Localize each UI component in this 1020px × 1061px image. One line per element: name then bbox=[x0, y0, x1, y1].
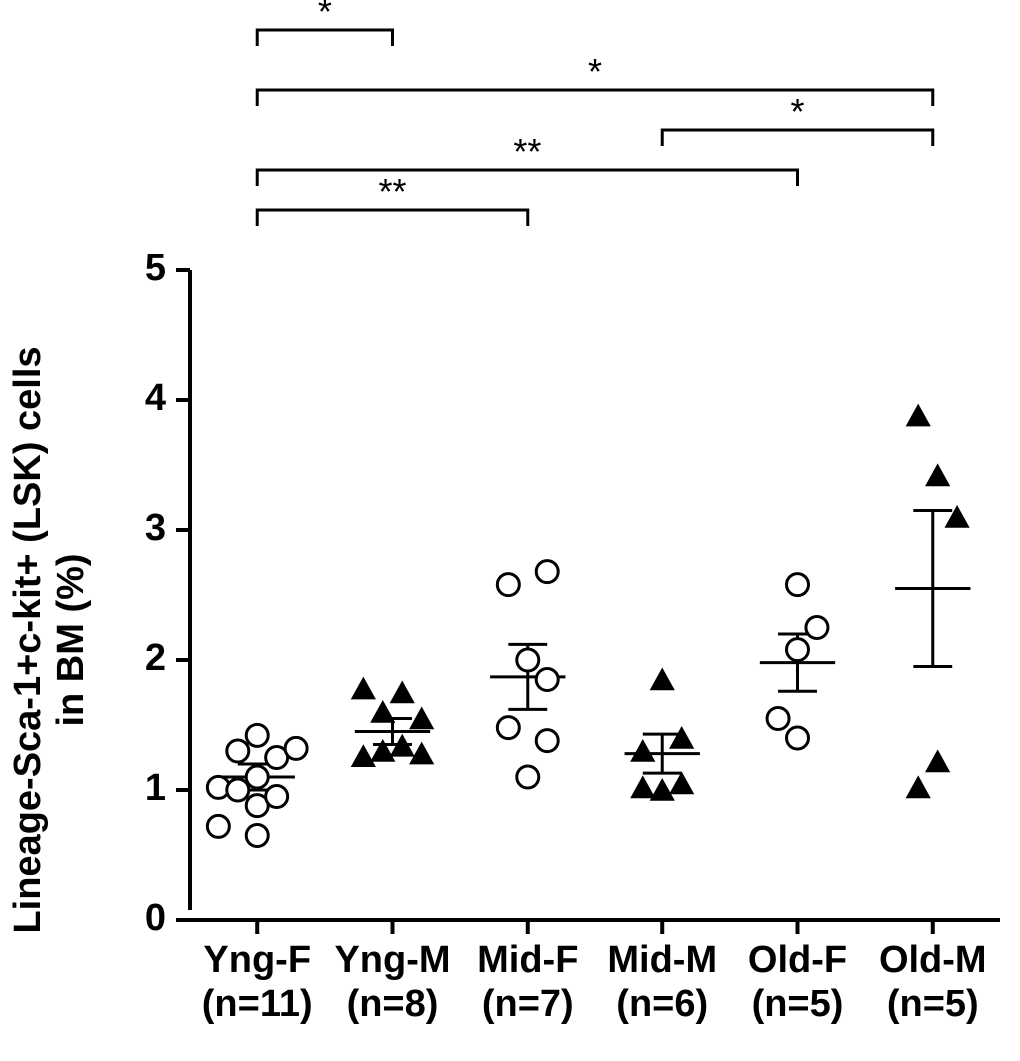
y-tick-label: 5 bbox=[145, 247, 166, 289]
x-category-n: (n=5) bbox=[752, 983, 844, 1025]
significance-label: ** bbox=[378, 171, 406, 212]
open-circle-marker bbox=[787, 727, 809, 749]
open-circle-marker bbox=[536, 561, 558, 583]
x-category-label: Yng-F bbox=[203, 939, 311, 981]
significance-label: * bbox=[790, 91, 804, 132]
open-circle-marker bbox=[227, 740, 249, 762]
open-circle-marker bbox=[246, 825, 268, 847]
x-category-n: (n=7) bbox=[482, 983, 574, 1025]
x-category-label: Mid-F bbox=[477, 939, 578, 981]
filled-triangle-marker bbox=[669, 726, 694, 749]
filled-triangle-marker bbox=[650, 668, 675, 691]
open-circle-marker bbox=[227, 779, 249, 801]
significance-label: * bbox=[318, 0, 332, 32]
significance-label: * bbox=[588, 51, 602, 92]
open-circle-marker bbox=[536, 730, 558, 752]
filled-triangle-marker bbox=[906, 404, 931, 427]
x-category-label: Old-M bbox=[879, 939, 987, 981]
open-circle-marker bbox=[266, 786, 288, 808]
filled-triangle-marker bbox=[351, 677, 376, 700]
chart-svg: 0 1 2 3 4 5 Yng-F(n=11) Yng-M(n=8) Mid-F(n=7) Mid… bbox=[0, 0, 1020, 1061]
x-category-n: (n=5) bbox=[887, 983, 979, 1025]
filled-triangle-marker bbox=[630, 775, 655, 798]
open-circle-marker bbox=[806, 617, 828, 639]
filled-triangle-marker bbox=[409, 742, 434, 765]
y-axis-title-holder: Lineage-Sca-1+c-kit+ (LSK) cells in BM (… bbox=[0, 0, 100, 1061]
open-circle-marker bbox=[787, 574, 809, 596]
open-circle-marker bbox=[517, 649, 539, 671]
filled-triangle-marker bbox=[409, 707, 434, 730]
open-circle-marker bbox=[787, 639, 809, 661]
open-circle-marker bbox=[517, 766, 539, 788]
x-category-label: Old-F bbox=[748, 939, 847, 981]
x-category-n: (n=6) bbox=[616, 983, 708, 1025]
open-circle-marker bbox=[497, 717, 519, 739]
y-tick-label: 1 bbox=[145, 767, 166, 809]
y-tick-label: 3 bbox=[145, 507, 166, 549]
y-axis-title-line1: Lineage-Sca-1+c-kit+ (LSK) cells bbox=[7, 346, 49, 933]
y-tick-label: 0 bbox=[145, 897, 166, 939]
filled-triangle-marker bbox=[351, 744, 376, 767]
filled-triangle-marker bbox=[370, 700, 395, 723]
filled-triangle-marker bbox=[650, 778, 675, 801]
filled-triangle-marker bbox=[925, 749, 950, 772]
open-circle-marker bbox=[497, 574, 519, 596]
significance-bracket bbox=[257, 90, 933, 106]
filled-triangle-marker bbox=[906, 775, 931, 798]
filled-triangle-marker bbox=[630, 739, 655, 762]
significance-bracket bbox=[257, 30, 392, 46]
y-axis-title-line2: in BM (%) bbox=[50, 553, 92, 726]
filled-triangle-marker bbox=[944, 505, 969, 528]
filled-triangle-marker bbox=[669, 772, 694, 795]
y-tick-label: 4 bbox=[145, 377, 166, 419]
open-circle-marker bbox=[246, 766, 268, 788]
x-category-label: Mid-M bbox=[607, 939, 717, 981]
open-circle-marker bbox=[536, 669, 558, 691]
x-category-label: Yng-M bbox=[334, 939, 450, 981]
filled-triangle-marker bbox=[925, 463, 950, 486]
lsk-scatter-figure: Lineage-Sca-1+c-kit+ (LSK) cells in BM (… bbox=[0, 0, 1020, 1061]
y-tick-label: 2 bbox=[145, 637, 166, 679]
significance-bracket bbox=[257, 170, 797, 186]
significance-label: ** bbox=[513, 131, 541, 172]
x-category-n: (n=8) bbox=[347, 983, 439, 1025]
y-axis-title: Lineage-Sca-1+c-kit+ (LSK) cells in BM (… bbox=[7, 346, 93, 933]
filled-triangle-marker bbox=[390, 681, 415, 704]
significance-bracket bbox=[662, 130, 933, 146]
x-category-n: (n=11) bbox=[202, 983, 313, 1025]
open-circle-marker bbox=[207, 815, 229, 837]
significance-bracket bbox=[257, 210, 528, 226]
open-circle-marker bbox=[246, 724, 268, 746]
open-circle-marker bbox=[285, 737, 307, 759]
open-circle-marker bbox=[767, 708, 789, 730]
